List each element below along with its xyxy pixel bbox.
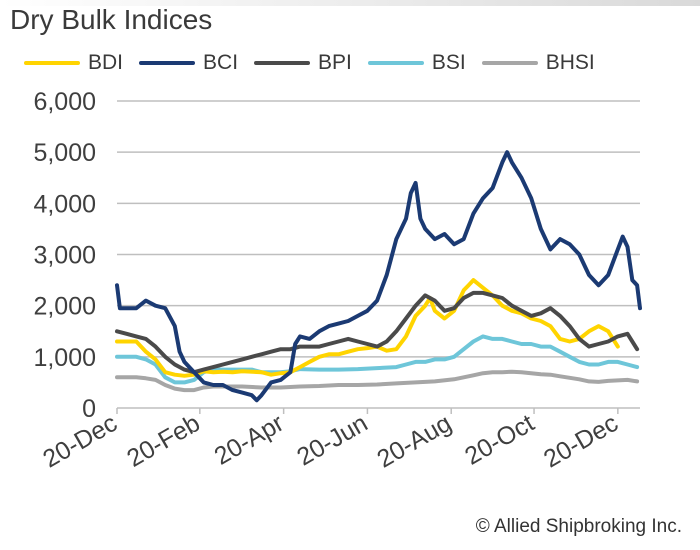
legend-label: BSI	[431, 51, 466, 74]
legend-swatch	[139, 61, 196, 65]
y-tick-label: 1,000	[33, 344, 96, 372]
chart-frame: Dry Bulk Indices BDI BCI BPI BSI BHSI 0 1,000…	[0, 0, 700, 474]
legend-item-bhsi: BHSI	[481, 51, 595, 75]
legend-swatch	[367, 61, 424, 65]
y-tick-label: 2,000	[33, 293, 96, 321]
legend-label: BDI	[88, 51, 124, 74]
legend-label: BHSI	[545, 51, 595, 74]
x-tick-label: 20-Oct	[460, 409, 539, 471]
x-tick-label: 20-Dec	[539, 409, 623, 474]
x-tick-label: 20-Jun	[292, 409, 372, 471]
legend-swatch	[254, 61, 311, 65]
legend-item-bpi: BPI	[254, 51, 352, 75]
legend-swatch	[481, 61, 538, 65]
y-tick-label: 4,000	[33, 190, 96, 218]
x-tick-label: 20-Dec	[38, 409, 122, 474]
y-tick-label: 0	[82, 395, 96, 423]
top-gradient-bar	[0, 0, 700, 6]
y-tick-label: 5,000	[33, 139, 96, 167]
x-tick-label: 20-Feb	[122, 409, 205, 473]
legend-item-bsi: BSI	[367, 51, 466, 75]
series-line-bdi	[115, 278, 620, 378]
y-tick-label: 6,000	[33, 88, 96, 116]
x-tick-label: 20-Apr	[210, 409, 289, 471]
chart-title: Dry Bulk Indices	[10, 4, 213, 35]
y-tick-label: 3,000	[33, 242, 96, 270]
legend-item-bdi: BDI	[24, 51, 123, 75]
legend-swatch	[24, 61, 80, 65]
legend-label: BCI	[203, 51, 239, 74]
x-tick-label: 20-Aug	[372, 409, 456, 474]
chart-legend: BDI BCI BPI BSI BHSI	[24, 50, 611, 76]
copyright-text: © Allied Shipbroking Inc.	[475, 516, 682, 537]
footer-strip	[0, 512, 700, 550]
legend-item-bci: BCI	[139, 51, 238, 75]
series-line-bpi	[115, 290, 640, 375]
series-line-bci	[115, 150, 642, 403]
series-line-bhsi	[115, 369, 640, 393]
legend-label: BPI	[318, 51, 352, 74]
